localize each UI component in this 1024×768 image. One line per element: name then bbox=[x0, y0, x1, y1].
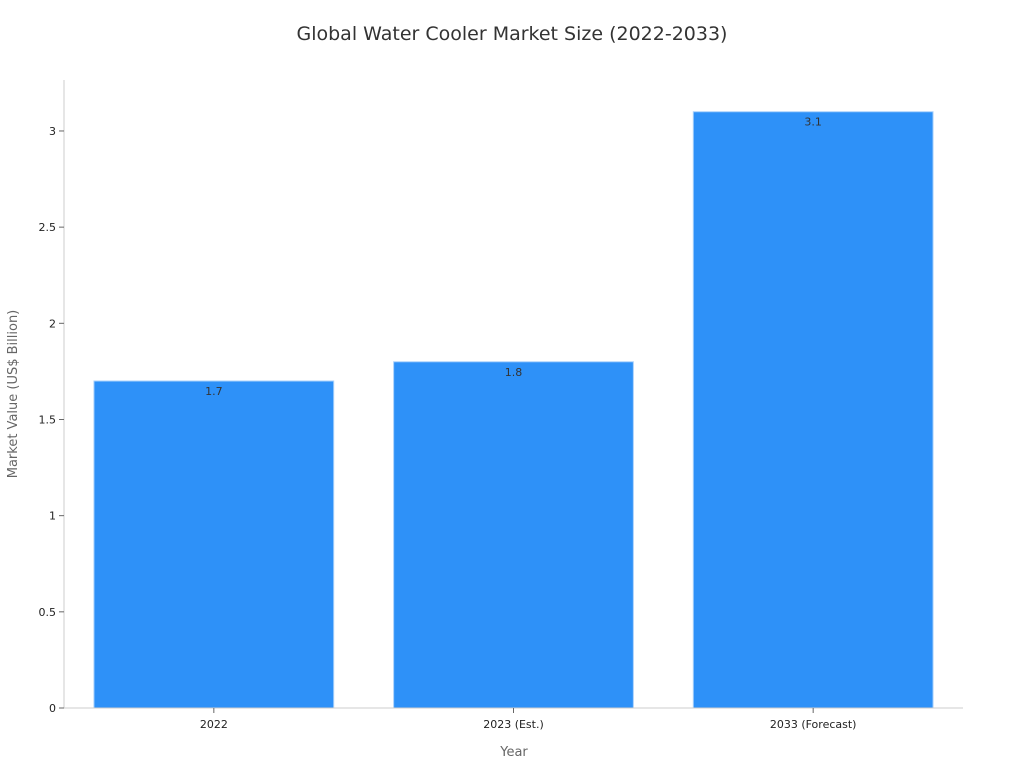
y-tick-label: 2.5 bbox=[39, 221, 57, 234]
y-tick-label: 3 bbox=[49, 125, 56, 138]
data-label: 1.8 bbox=[505, 366, 523, 379]
x-tick-label: 2023 (Est.) bbox=[483, 718, 544, 731]
bar-2022 bbox=[93, 380, 335, 709]
y-tick-label: 1 bbox=[49, 510, 56, 523]
x-axis-label: Year bbox=[499, 745, 528, 760]
x-tick-label: 2033 (Forecast) bbox=[770, 718, 857, 731]
bar-2023 (Est.) bbox=[393, 361, 634, 709]
y-tick-label: 0 bbox=[49, 702, 56, 715]
data-label: 1.7 bbox=[205, 385, 223, 398]
y-tick-label: 2 bbox=[49, 317, 56, 330]
y-tick-label: 1.5 bbox=[39, 413, 57, 426]
x-tick-label: 2022 bbox=[200, 718, 228, 731]
bar-2033 (Forecast) bbox=[692, 111, 934, 709]
chart-title: Global Water Cooler Market Size (2022-20… bbox=[297, 23, 728, 45]
data-label: 3.1 bbox=[804, 116, 822, 129]
y-axis-label: Market Value (US$ Billion) bbox=[6, 310, 21, 479]
y-tick-label: 0.5 bbox=[39, 606, 57, 619]
